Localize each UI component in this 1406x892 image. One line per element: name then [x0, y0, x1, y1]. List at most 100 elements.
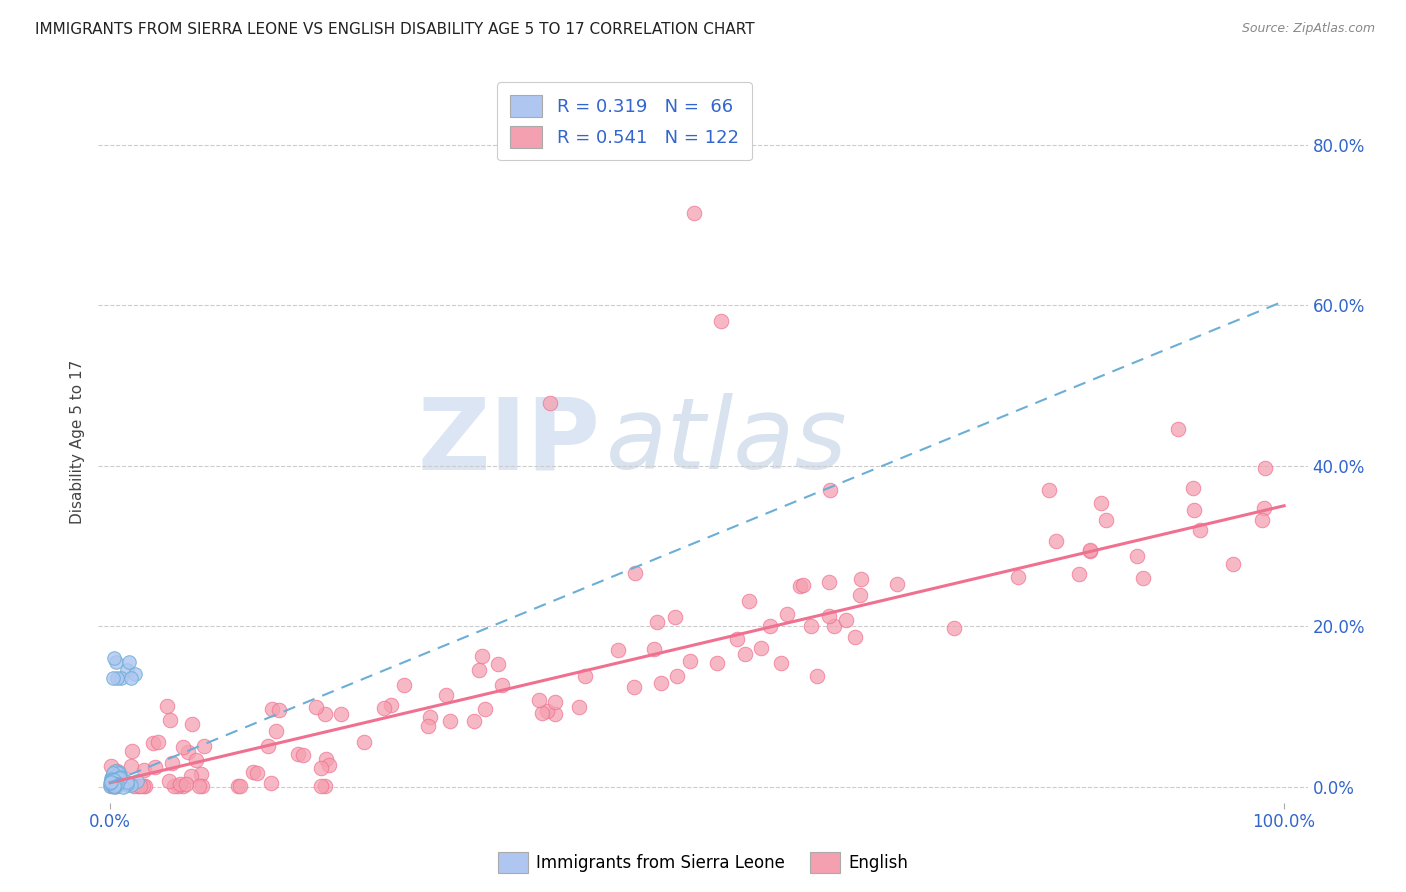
Point: [188, 779, 211, 793]
Point: [229, 779, 252, 793]
Point: [823, 619, 845, 633]
Point: [100, 775, 122, 789]
Point: [318, 757, 340, 772]
Point: [434, 688, 457, 702]
Point: [849, 572, 872, 586]
Point: [623, 680, 645, 694]
Point: [806, 669, 828, 683]
Point: [103, 773, 125, 788]
Point: [190, 766, 212, 780]
Point: [262, 701, 284, 715]
Point: [111, 780, 134, 794]
Point: [104, 778, 127, 792]
Point: [734, 647, 756, 661]
Point: [849, 588, 872, 602]
Point: [329, 706, 352, 721]
Point: [538, 396, 561, 410]
Point: [172, 740, 194, 755]
Point: [256, 739, 278, 754]
Point: [104, 764, 127, 778]
Point: [1090, 496, 1112, 510]
Point: [181, 717, 204, 731]
Point: [100, 773, 122, 788]
Text: ZIP: ZIP: [418, 393, 600, 490]
Point: [942, 621, 965, 635]
Point: [242, 765, 264, 780]
Point: [1181, 481, 1204, 495]
Point: [392, 678, 415, 692]
Point: [107, 776, 129, 790]
Point: [103, 779, 125, 793]
Point: [574, 669, 596, 683]
Point: [120, 778, 142, 792]
Point: [103, 768, 125, 782]
Point: [643, 641, 665, 656]
Point: [103, 780, 125, 794]
Point: [129, 779, 152, 793]
Point: [664, 609, 686, 624]
Point: [186, 753, 208, 767]
Point: [115, 664, 138, 678]
Point: [104, 779, 127, 793]
Point: [146, 735, 169, 749]
Point: [100, 771, 122, 785]
Point: [100, 773, 122, 788]
Y-axis label: Disability Age 5 to 17: Disability Age 5 to 17: [70, 359, 86, 524]
Point: [738, 593, 761, 607]
Legend: R = 0.319   N =  66, R = 0.541   N = 122: R = 0.319 N = 66, R = 0.541 N = 122: [498, 82, 752, 161]
Point: [176, 745, 198, 759]
Point: [800, 619, 823, 633]
Point: [105, 778, 128, 792]
Point: [101, 779, 124, 793]
Point: [1095, 513, 1118, 527]
Point: [706, 657, 728, 671]
Point: [544, 707, 567, 722]
Point: [100, 759, 122, 773]
Point: [104, 779, 127, 793]
Point: [157, 774, 180, 789]
Point: [1222, 557, 1244, 571]
Point: [226, 779, 249, 793]
Point: [103, 777, 125, 791]
Point: [105, 671, 128, 685]
Point: [104, 769, 127, 783]
Point: [314, 706, 336, 721]
Point: [314, 779, 336, 793]
Point: [463, 714, 485, 728]
Point: [159, 714, 181, 728]
Point: [107, 765, 129, 780]
Point: [419, 710, 441, 724]
Point: [665, 669, 688, 683]
Point: [101, 778, 124, 792]
Point: [120, 759, 142, 773]
Text: atlas: atlas: [606, 393, 848, 490]
Point: [529, 693, 551, 707]
Point: [115, 775, 138, 789]
Point: [531, 706, 554, 720]
Point: [103, 777, 125, 791]
Point: [1251, 513, 1274, 527]
Point: [104, 772, 127, 786]
Point: [105, 764, 128, 778]
Point: [169, 777, 191, 791]
Point: [110, 776, 132, 790]
Point: [267, 703, 290, 717]
Point: [568, 699, 591, 714]
Point: [759, 619, 782, 633]
Point: [1078, 543, 1101, 558]
Point: [101, 671, 124, 685]
Point: [607, 643, 630, 657]
Point: [536, 704, 558, 718]
Point: [134, 779, 156, 793]
Point: [142, 736, 165, 750]
Point: [167, 779, 190, 793]
Point: [380, 698, 402, 713]
Point: [818, 483, 841, 497]
Point: [474, 702, 496, 716]
Point: [107, 774, 129, 789]
Point: [115, 777, 138, 791]
Point: [160, 756, 183, 770]
Point: [1167, 422, 1189, 436]
Point: [264, 723, 287, 738]
Point: [287, 747, 309, 762]
